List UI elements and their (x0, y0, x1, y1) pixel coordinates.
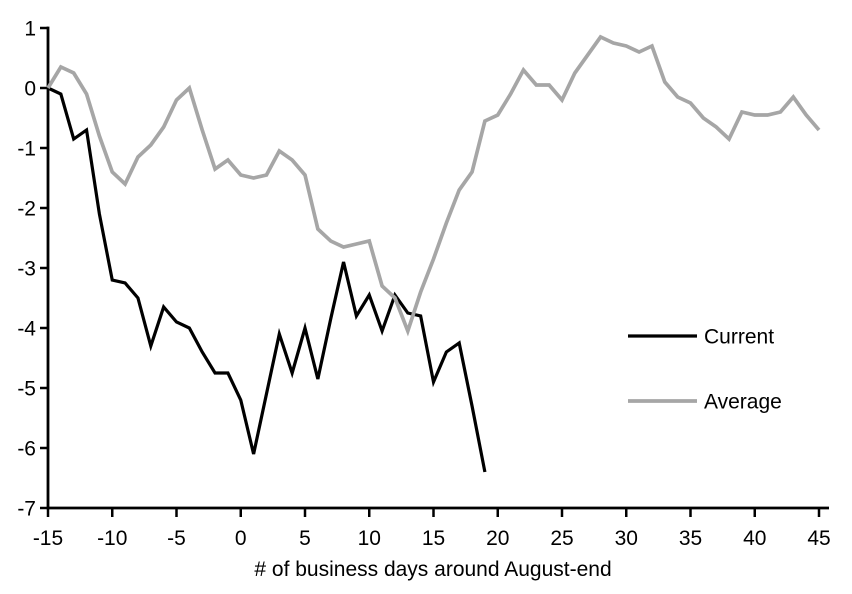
y-tick-label: -2 (17, 198, 36, 221)
axis-lines (46, 26, 829, 510)
x-tick-label: 35 (679, 527, 702, 550)
x-tick-label: 30 (615, 527, 638, 550)
x-tick-label: -5 (167, 527, 186, 550)
legend-current-label: Current (704, 326, 774, 349)
series-line-current (47, 86, 487, 473)
y-axis-tick-labels: 1 0 -1 -2 -3 -4 -5 -6 -7 (17, 18, 36, 521)
x-tick-label: 20 (486, 527, 509, 550)
y-tick-label: -5 (17, 378, 36, 401)
x-tick-label: 5 (299, 527, 311, 550)
x-tick-label: 40 (743, 527, 766, 550)
x-axis-title: # of business days around August-end (254, 558, 611, 581)
y-tick-label: -1 (17, 138, 36, 161)
series-line-average (46, 34, 821, 337)
legend-average-label: Average (704, 391, 782, 414)
x-axis-tick-marks (46, 508, 821, 517)
series-lines (46, 34, 821, 473)
y-tick-label: -6 (17, 438, 36, 461)
y-tick-label: -7 (17, 498, 36, 521)
y-axis-tick-marks (40, 26, 48, 510)
y-tick-label: 0 (24, 78, 36, 101)
x-tick-label: 25 (550, 527, 573, 550)
x-tick-label: -10 (97, 527, 127, 550)
axes (46, 26, 829, 510)
x-tick-label: -15 (33, 527, 63, 550)
x-axis-tick-labels: -15 -10 -5 0 5 10 15 20 25 30 35 40 45 (33, 527, 831, 550)
y-tick-label: -4 (17, 318, 36, 341)
y-tick-label: 1 (24, 18, 36, 41)
x-tick-label: 15 (422, 527, 445, 550)
x-tick-label: 0 (235, 527, 247, 550)
legend: Current Average (628, 326, 782, 414)
x-tick-label: 10 (358, 527, 381, 550)
y-tick-label: -3 (17, 258, 36, 281)
x-tick-label: 45 (807, 527, 830, 550)
